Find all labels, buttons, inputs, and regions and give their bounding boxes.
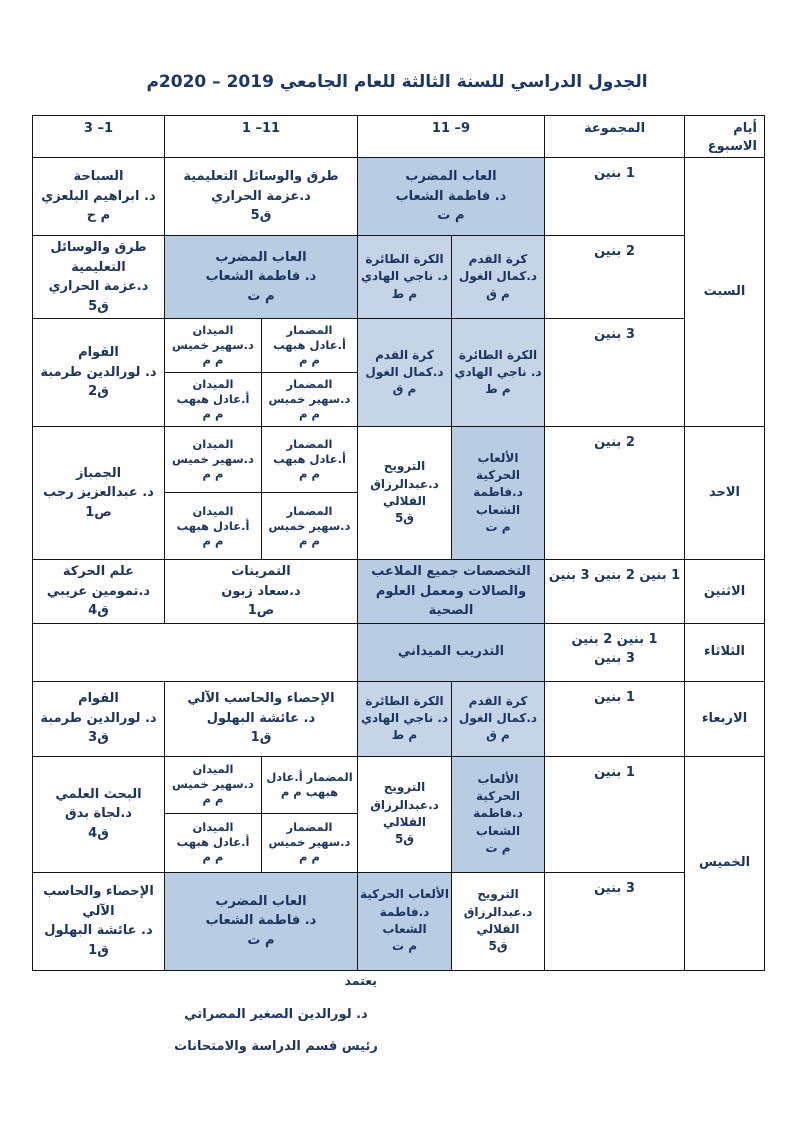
lesson-field: الميدان د.سهير خميس م م — [164, 757, 261, 815]
col-header-period-9-11: 9– 11 — [356, 114, 546, 159]
group-label: 1 بنين — [544, 755, 685, 873]
lesson-field-training: التدريب الميداني — [356, 622, 546, 682]
lesson-movement-games: الألعاب الحركية د.فاطمة الشعاب م ت — [451, 426, 545, 561]
approval-block: يعتمد د. لورالدين الصغير المصراتي رئيس ق… — [145, 972, 407, 1056]
lesson-racket-games: العاب المضرب د. فاطمة الشعاب م ت — [356, 157, 546, 237]
day-monday: الاثنين — [684, 559, 765, 624]
group-label: 1 بنين — [544, 680, 685, 757]
lesson-field: الميدان أ.عادل هبهب م م — [176, 376, 250, 421]
group-label: 3 بنين — [544, 871, 685, 971]
lesson-specializations: التخصصات جميع الملاعب والصالات ومعمل العل… — [356, 559, 546, 624]
lesson-track-field-grid: المضمار أ.عادل هبهب م م الميدان د.سهير خميس… — [163, 318, 358, 428]
col-header-period-1-3: 1– 3 — [31, 114, 165, 159]
group-label: 2 بنين — [544, 235, 685, 320]
lesson-track: المضمار أ.عادل هبهب م م — [260, 427, 357, 494]
track-field-2x2: المضمار أ.عادل هبهب م م الميدان د.سهير خميس… — [164, 427, 357, 560]
row-wednesday-group1: الاربعاء 1 بنين كرة القدم د.كمال الغول م ق… — [31, 680, 765, 757]
group-label: 3 بنين — [544, 318, 685, 428]
lesson-posture: القوام د. لورالدين طرمبة ق3 — [31, 680, 165, 757]
day-wednesday: الاربعاء — [684, 680, 765, 757]
row-sunday-group2: الاحد 2 بنين الألعاب الحركية د.فاطمة الشعا… — [31, 426, 765, 561]
track-field-2x2: المضمار أ.عادل هبهب م م الميدان د.سهير خميس… — [164, 319, 357, 427]
lesson-racket-games: العاب المضرب د. فاطمة الشعاب م ت — [163, 871, 358, 971]
lesson-swimming: السباحة د. ابراهيم البلعزي م ح — [31, 157, 165, 237]
lesson-track-field-grid: المضمار أ.عادل هبهب م م الميدان د.سهير خميس… — [163, 426, 358, 561]
page-title: الجدول الدراسي للسنة الثالثة للعام الجام… — [146, 72, 648, 92]
lesson-football: كرة القدم د.كمال الغول م ق — [451, 680, 545, 757]
timetable: أيام الاسبوع المجموعة 9– 11 11– 1 1– 3 ال… — [31, 114, 765, 971]
lesson-teaching-methods: طرق والوسائل التعليمية د.عزمة الحراري ق5 — [31, 235, 165, 320]
lesson-volleyball: الكرة الطائرة د. ناجي الهادي م ط — [451, 318, 545, 428]
row-monday-all-groups: الاثنين 1 بنين 2 بنين 3 بنين التخصصات جم… — [31, 559, 765, 624]
lesson-track: المضمار د.سهير خميس م م — [260, 372, 357, 427]
day-saturday: السبت — [684, 157, 765, 428]
lesson-volleyball: الكرة الطائرة د. ناجي الهادي م ط — [356, 235, 453, 320]
row-saturday-group3: 3 بنين الكرة الطائرة د. ناجي الهادي م ط كر… — [31, 318, 764, 428]
approver-name: د. لورالدين الصغير المصراتي — [184, 1006, 368, 1022]
lesson-movement-games: الألعاب الحركية د.فاطمة الشعاب م ت — [451, 755, 545, 873]
lesson-gymnastics: الجمباز د. عبدالعزيز رجب ص1 — [31, 426, 165, 561]
lesson-field: الميدان د.سهير خميس م م — [164, 427, 261, 494]
lesson-field: الميدان أ.عادل هبهب م م — [176, 503, 250, 548]
day-tuesday: الثلاثاء — [684, 622, 765, 682]
row-saturday-group2: 2 بنين كرة القدم د.كمال الغول م ق الكرة ال… — [31, 235, 764, 320]
group-label: 1 بنين — [544, 157, 685, 237]
lesson-volleyball: الكرة الطائرة د. ناجي الهادي م ط — [356, 680, 453, 757]
lesson-field: الميدان أ.عادل هبهب م م — [176, 820, 250, 865]
col-header-group: المجموعة — [544, 114, 685, 159]
lesson-movement-games: الألعاب الحركية د.فاطمة الشعاب م ت — [356, 871, 453, 971]
lesson-field: الميدان د.سهير خميس م م — [164, 319, 261, 373]
lesson-racket-games: العاب المضرب د. فاطمة الشعاب م ت — [163, 235, 358, 320]
lesson-track: المضمار أ.عادل هبهب م م — [260, 319, 357, 373]
row-tuesday-all-groups: الثلاثاء 1 بنين 2 بنين 3 بنين التدريب الم… — [31, 622, 765, 682]
row-thursday-group3: 3 بنين الترويح د.عبدالرزاق القلالي ق5 الألع… — [31, 871, 764, 971]
col-header-period-11-1: 11– 1 — [163, 114, 358, 159]
approver-role: رئيس قسم الدراسة والامتحانات — [174, 1038, 378, 1054]
lesson-track: المضمار د.سهير خميس م م — [260, 814, 357, 872]
lesson-track: المضمار أ.عادل هبهب م م — [260, 756, 357, 815]
lesson-research-methods: البحث العلمي د.لجاة بدق ق4 — [31, 755, 165, 873]
group-label: 1 بنين 2 بنين 3 بنين — [544, 559, 685, 624]
lesson-statistics-computer: الإحصاء والحاسب الآلي د. عائشة البهلول ق1 — [163, 680, 358, 757]
lesson-track-field-grid: المضمار أ.عادل هبهب م م الميدان د.سهير خمي… — [163, 755, 358, 873]
lesson-football: كرة القدم د.كمال الغول م ق — [451, 235, 545, 320]
row-saturday-group1: السبت 1 بنين العاب المضرب د. فاطمة الشعاب… — [31, 157, 765, 428]
lesson-exercises: التمرينات د.سعاد زبون ص1 — [163, 559, 358, 624]
lesson-football: كرة القدم د.كمال الغول م ق — [356, 318, 453, 428]
lesson-recreation: الترويح د.عبدالرزاق القلالي ق5 — [356, 755, 453, 873]
lesson-recreation: الترويح د.عبدالرزاق القلالي ق5 — [356, 426, 453, 561]
day-thursday: الخميس — [684, 755, 765, 971]
lesson-posture: القوام د. لورالدين طرمبة ق2 — [31, 318, 165, 428]
lesson-teaching-methods: طرق والوسائل التعليمية د.عزمة الحراري ق5 — [163, 157, 358, 237]
day-sunday: الاحد — [684, 426, 765, 561]
lesson-track: المضمار د.سهير خميس م م — [260, 493, 357, 560]
row-thursday-group1: الخميس 1 بنين الألعاب الحركية د.فاطمة الش… — [31, 755, 765, 971]
approval-stamp-label: يعتمد — [344, 973, 377, 988]
lesson-kinesiology: علم الحركة د.تمومين عريبي ق4 — [31, 559, 165, 624]
header-row: أيام الاسبوع المجموعة 9– 11 11– 1 1– 3 — [31, 114, 765, 159]
group-label: 2 بنين — [544, 426, 685, 561]
lesson-statistics-computer: الإحصاء والحاسب الآلي د. عائشة البهلول ق1 — [31, 871, 165, 971]
empty-cell — [31, 622, 358, 682]
col-header-weekdays: أيام الاسبوع — [684, 114, 765, 159]
track-field-2x2: المضمار أ.عادل هبهب م م الميدان د.سهير خمي… — [164, 756, 357, 872]
lesson-recreation: الترويح د.عبدالرزاق القلالي ق5 — [451, 871, 545, 971]
group-label: 1 بنين 2 بنين 3 بنين — [544, 622, 685, 682]
